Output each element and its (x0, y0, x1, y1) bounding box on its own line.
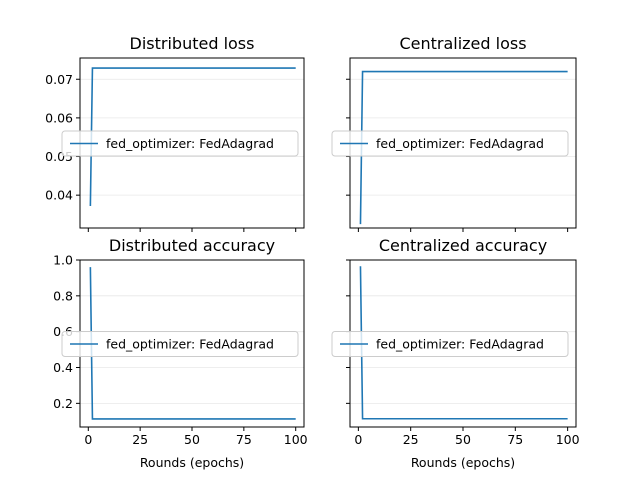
legend-label: fed_optimizer: FedAdagrad (106, 337, 274, 352)
subplot-centralized-accuracy: Centralized accuracy Rounds (epochs) 0 25… (331, 236, 580, 470)
series-line (89, 267, 296, 420)
subplot-title: Distributed loss (130, 34, 255, 53)
legend-label: fed_optimizer: FedAdagrad (106, 136, 274, 151)
x-tick-label: 0 (354, 432, 362, 447)
subplot-title: Centralized accuracy (379, 236, 547, 255)
x-tick-label: 0 (84, 432, 92, 447)
legend-frame (331, 331, 569, 357)
y-tick-label: 1.0 (53, 253, 73, 268)
subplot-distributed-loss: Distributed loss 0.040.050.060.07fed_opt… (45, 34, 305, 232)
legend-label: fed_optimizer: FedAdagrad (376, 337, 544, 352)
y-tick-label: 0.06 (45, 110, 73, 125)
legend-frame (61, 130, 299, 157)
x-tick-label: 100 (556, 432, 580, 447)
subplot-distributed-accuracy: Distributed accuracy Rounds (epochs) 0 25… (53, 236, 308, 470)
y-tick-label: 0.2 (53, 396, 73, 411)
plot-area: 0 25 50 75 100 fed_optimizer: FedAdagrad (331, 259, 580, 447)
y-tick-label: 0.8 (53, 288, 73, 303)
y-tick-label: 0.4 (53, 360, 73, 375)
legend: fed_optimizer: FedAdagrad (331, 130, 569, 157)
subplot-title: Distributed accuracy (109, 236, 275, 255)
legend: fed_optimizer: FedAdagrad (61, 130, 299, 157)
x-tick-label: 100 (284, 432, 308, 447)
series-line (359, 266, 568, 420)
x-axis-label: Rounds (epochs) (140, 455, 244, 470)
x-tick-label: 25 (132, 432, 148, 447)
x-tick-label: 75 (236, 432, 252, 447)
legend: fed_optimizer: FedAdagrad (61, 331, 299, 357)
series-line (89, 67, 296, 206)
y-tick-label: 0.04 (45, 188, 73, 203)
legend: fed_optimizer: FedAdagrad (331, 331, 569, 357)
subplot-centralized-loss: Centralized loss fed_optimizer: FedAdagr… (331, 34, 577, 232)
x-axis-label: Rounds (epochs) (411, 455, 515, 470)
legend-frame (61, 331, 299, 357)
x-tick-label: 50 (455, 432, 471, 447)
y-tick-label: 0.07 (45, 72, 73, 87)
subplot-title: Centralized loss (399, 34, 526, 53)
x-tick-label: 75 (507, 432, 523, 447)
series-line (359, 70, 568, 225)
plot-area: fed_optimizer: FedAdagrad (331, 57, 577, 232)
legend-frame (331, 130, 569, 157)
plot-area: 02550751000.20.40.60.81.0fed_optimizer: … (53, 253, 308, 448)
x-tick-label: 50 (184, 432, 200, 447)
x-tick-label: 25 (403, 432, 419, 447)
legend-label: fed_optimizer: FedAdagrad (376, 136, 544, 151)
